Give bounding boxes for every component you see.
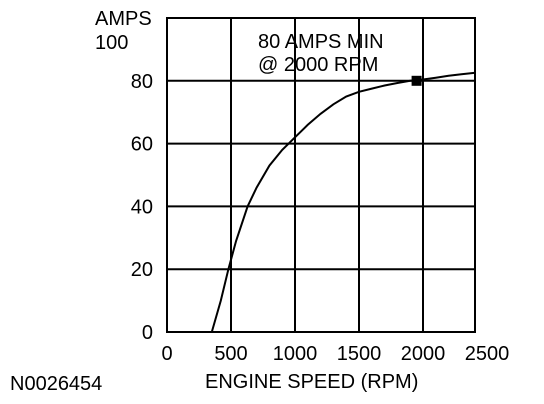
x-tick-label: 1500	[337, 343, 382, 365]
grid-lines	[167, 18, 475, 332]
annotation-line-1: 80 AMPS MIN	[258, 31, 384, 53]
series-line	[210, 71, 475, 333]
x-tick-label: 1000	[273, 343, 318, 365]
x-tick-label: 2500	[465, 343, 510, 365]
y-tick-label: 60	[131, 134, 153, 156]
x-tick-label: 500	[214, 343, 247, 365]
y-tick-label: 0	[142, 322, 153, 344]
annotation-line-2: @ 2000 RPM	[258, 54, 378, 76]
x-tick-label: 2000	[401, 343, 446, 365]
y-tick-label: 40	[131, 196, 153, 218]
x-tick-labels: 0 500 1000 1500 2000 2500	[161, 343, 509, 365]
plot-frame	[166, 17, 476, 333]
figure-id: N0026454	[10, 373, 102, 395]
y-tick-label: 20	[131, 259, 153, 281]
y-unit-label: AMPS	[95, 8, 152, 30]
data-marker	[411, 75, 422, 86]
x-axis-label: ENGINE SPEED (RPM)	[205, 371, 418, 393]
x-tick-label: 0	[161, 343, 172, 365]
y-tick-label: 80	[131, 71, 153, 93]
y-tick-label: 100	[95, 32, 128, 54]
